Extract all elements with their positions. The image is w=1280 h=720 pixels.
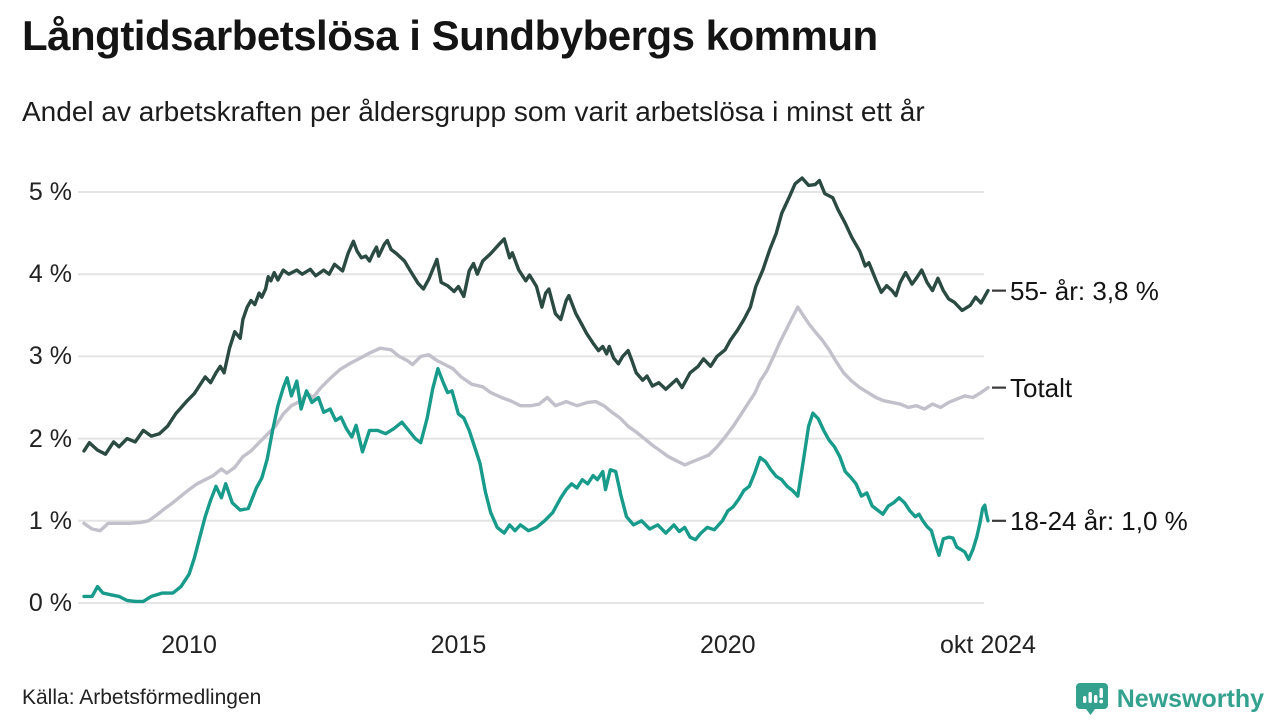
newsworthy-logo: Newsworthy [1075,682,1264,716]
x-tick-label-okt-2024: okt 2024 [940,631,1036,659]
source-note: Källa: Arbetsförmedlingen [22,686,262,709]
newsworthy-bubble-icon [1075,683,1108,715]
x-tick-label-2010: 2010 [161,631,217,659]
y-tick-label-0: 0 % [28,589,72,617]
x-tick-label-2015: 2015 [430,631,487,659]
y-tick-label-1: 1 % [28,506,72,535]
y-tick-label-4: 4 % [28,260,72,289]
y-tick-label-5: 5 % [28,178,72,206]
page-title: Långtidsarbetslösa i Sundbybergs kommun [22,12,878,59]
series-label-55-ar: 55- år: 3,8 % [1010,275,1159,306]
y-tick-label-3: 3 % [28,342,72,371]
y-tick-label-2: 2 % [28,424,72,453]
series-line-totalt [82,305,990,533]
series-label-18-24-ar: 18-24 år: 1,0 % [1010,505,1188,536]
x-tick-label-2020: 2020 [699,631,756,659]
series-line-55-ar [82,176,990,456]
series-label-totalt: Totalt [1010,372,1073,403]
chart-subtitle: Andel av arbetskraften per åldersgrupp s… [22,96,925,127]
brand-name: Newsworthy [1116,684,1264,713]
series-line-18-24-ar [82,367,990,604]
